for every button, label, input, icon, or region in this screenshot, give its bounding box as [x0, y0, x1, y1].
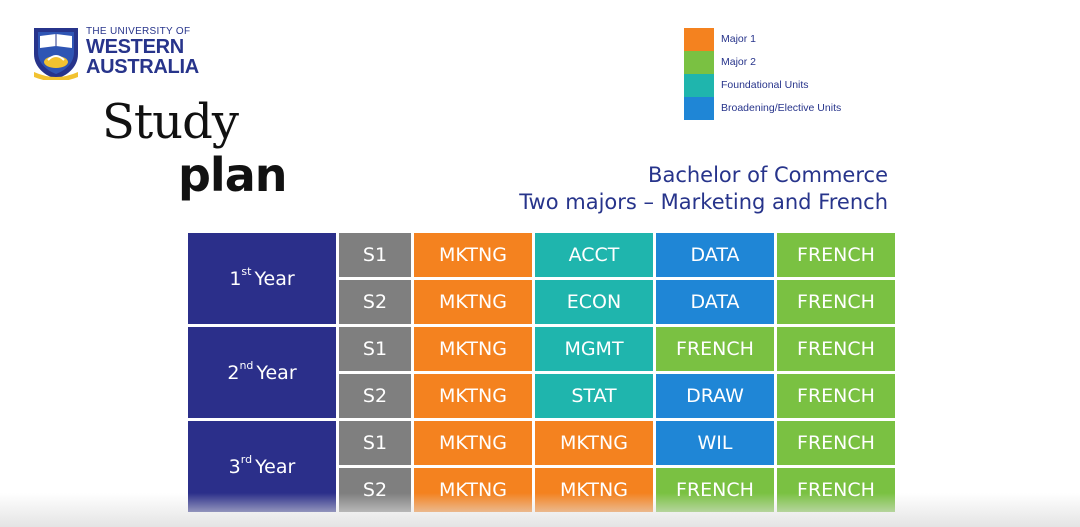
unit-cell: FRENCH [777, 421, 895, 465]
logo-line-1: THE UNIVERSITY OF [86, 26, 191, 37]
unit-cell: MKTNG [414, 327, 532, 371]
unit-cell: FRENCH [777, 374, 895, 418]
legend-swatch [684, 51, 714, 74]
unit-cell: WIL [656, 421, 774, 465]
semester-label: S1 [339, 327, 411, 371]
bottom-fade [0, 493, 1080, 527]
title-study: Study [102, 94, 239, 150]
unit-cell: MKTNG [414, 233, 532, 277]
unit-cell: MKTNG [414, 421, 532, 465]
unit-cell: FRENCH [777, 233, 895, 277]
unit-cell: ACCT [535, 233, 653, 277]
unit-cell: FRENCH [777, 280, 895, 324]
legend-label: Major 1 [721, 33, 757, 45]
unit-cell: MKTNG [414, 280, 532, 324]
legend-label: Major 2 [721, 56, 757, 68]
majors-description: Two majors – Marketing and French [519, 190, 888, 214]
semester-label: S2 [339, 280, 411, 324]
semester-label: S1 [339, 421, 411, 465]
degree-subtitle: Bachelor of Commerce Two majors – Market… [519, 162, 888, 216]
university-crest-icon [34, 28, 78, 80]
degree-name: Bachelor of Commerce [648, 163, 888, 187]
unit-cell: MKTNG [535, 421, 653, 465]
unit-cell: MKTNG [414, 374, 532, 418]
unit-cell: DRAW [656, 374, 774, 418]
legend-label: Broadening/Elective Units [721, 102, 842, 114]
logo-line-3: AUSTRALIA [86, 56, 199, 78]
unit-cell: MGMT [535, 327, 653, 371]
unit-cell: ECON [535, 280, 653, 324]
legend-swatch [684, 97, 714, 120]
unit-cell: FRENCH [777, 327, 895, 371]
semester-label: S1 [339, 233, 411, 277]
legend-swatch [684, 74, 714, 97]
unit-cell: STAT [535, 374, 653, 418]
unit-cell: FRENCH [656, 327, 774, 371]
logo-line-2: WESTERN [86, 36, 184, 58]
semester-label: S2 [339, 374, 411, 418]
unit-cell: DATA [656, 233, 774, 277]
title-plan: plan [178, 148, 287, 202]
legend-label: Foundational Units [721, 79, 809, 91]
legend-swatch [684, 28, 714, 51]
unit-cell: DATA [656, 280, 774, 324]
university-logo: THE UNIVERSITY OF WESTERN AUSTRALIA [30, 24, 200, 84]
